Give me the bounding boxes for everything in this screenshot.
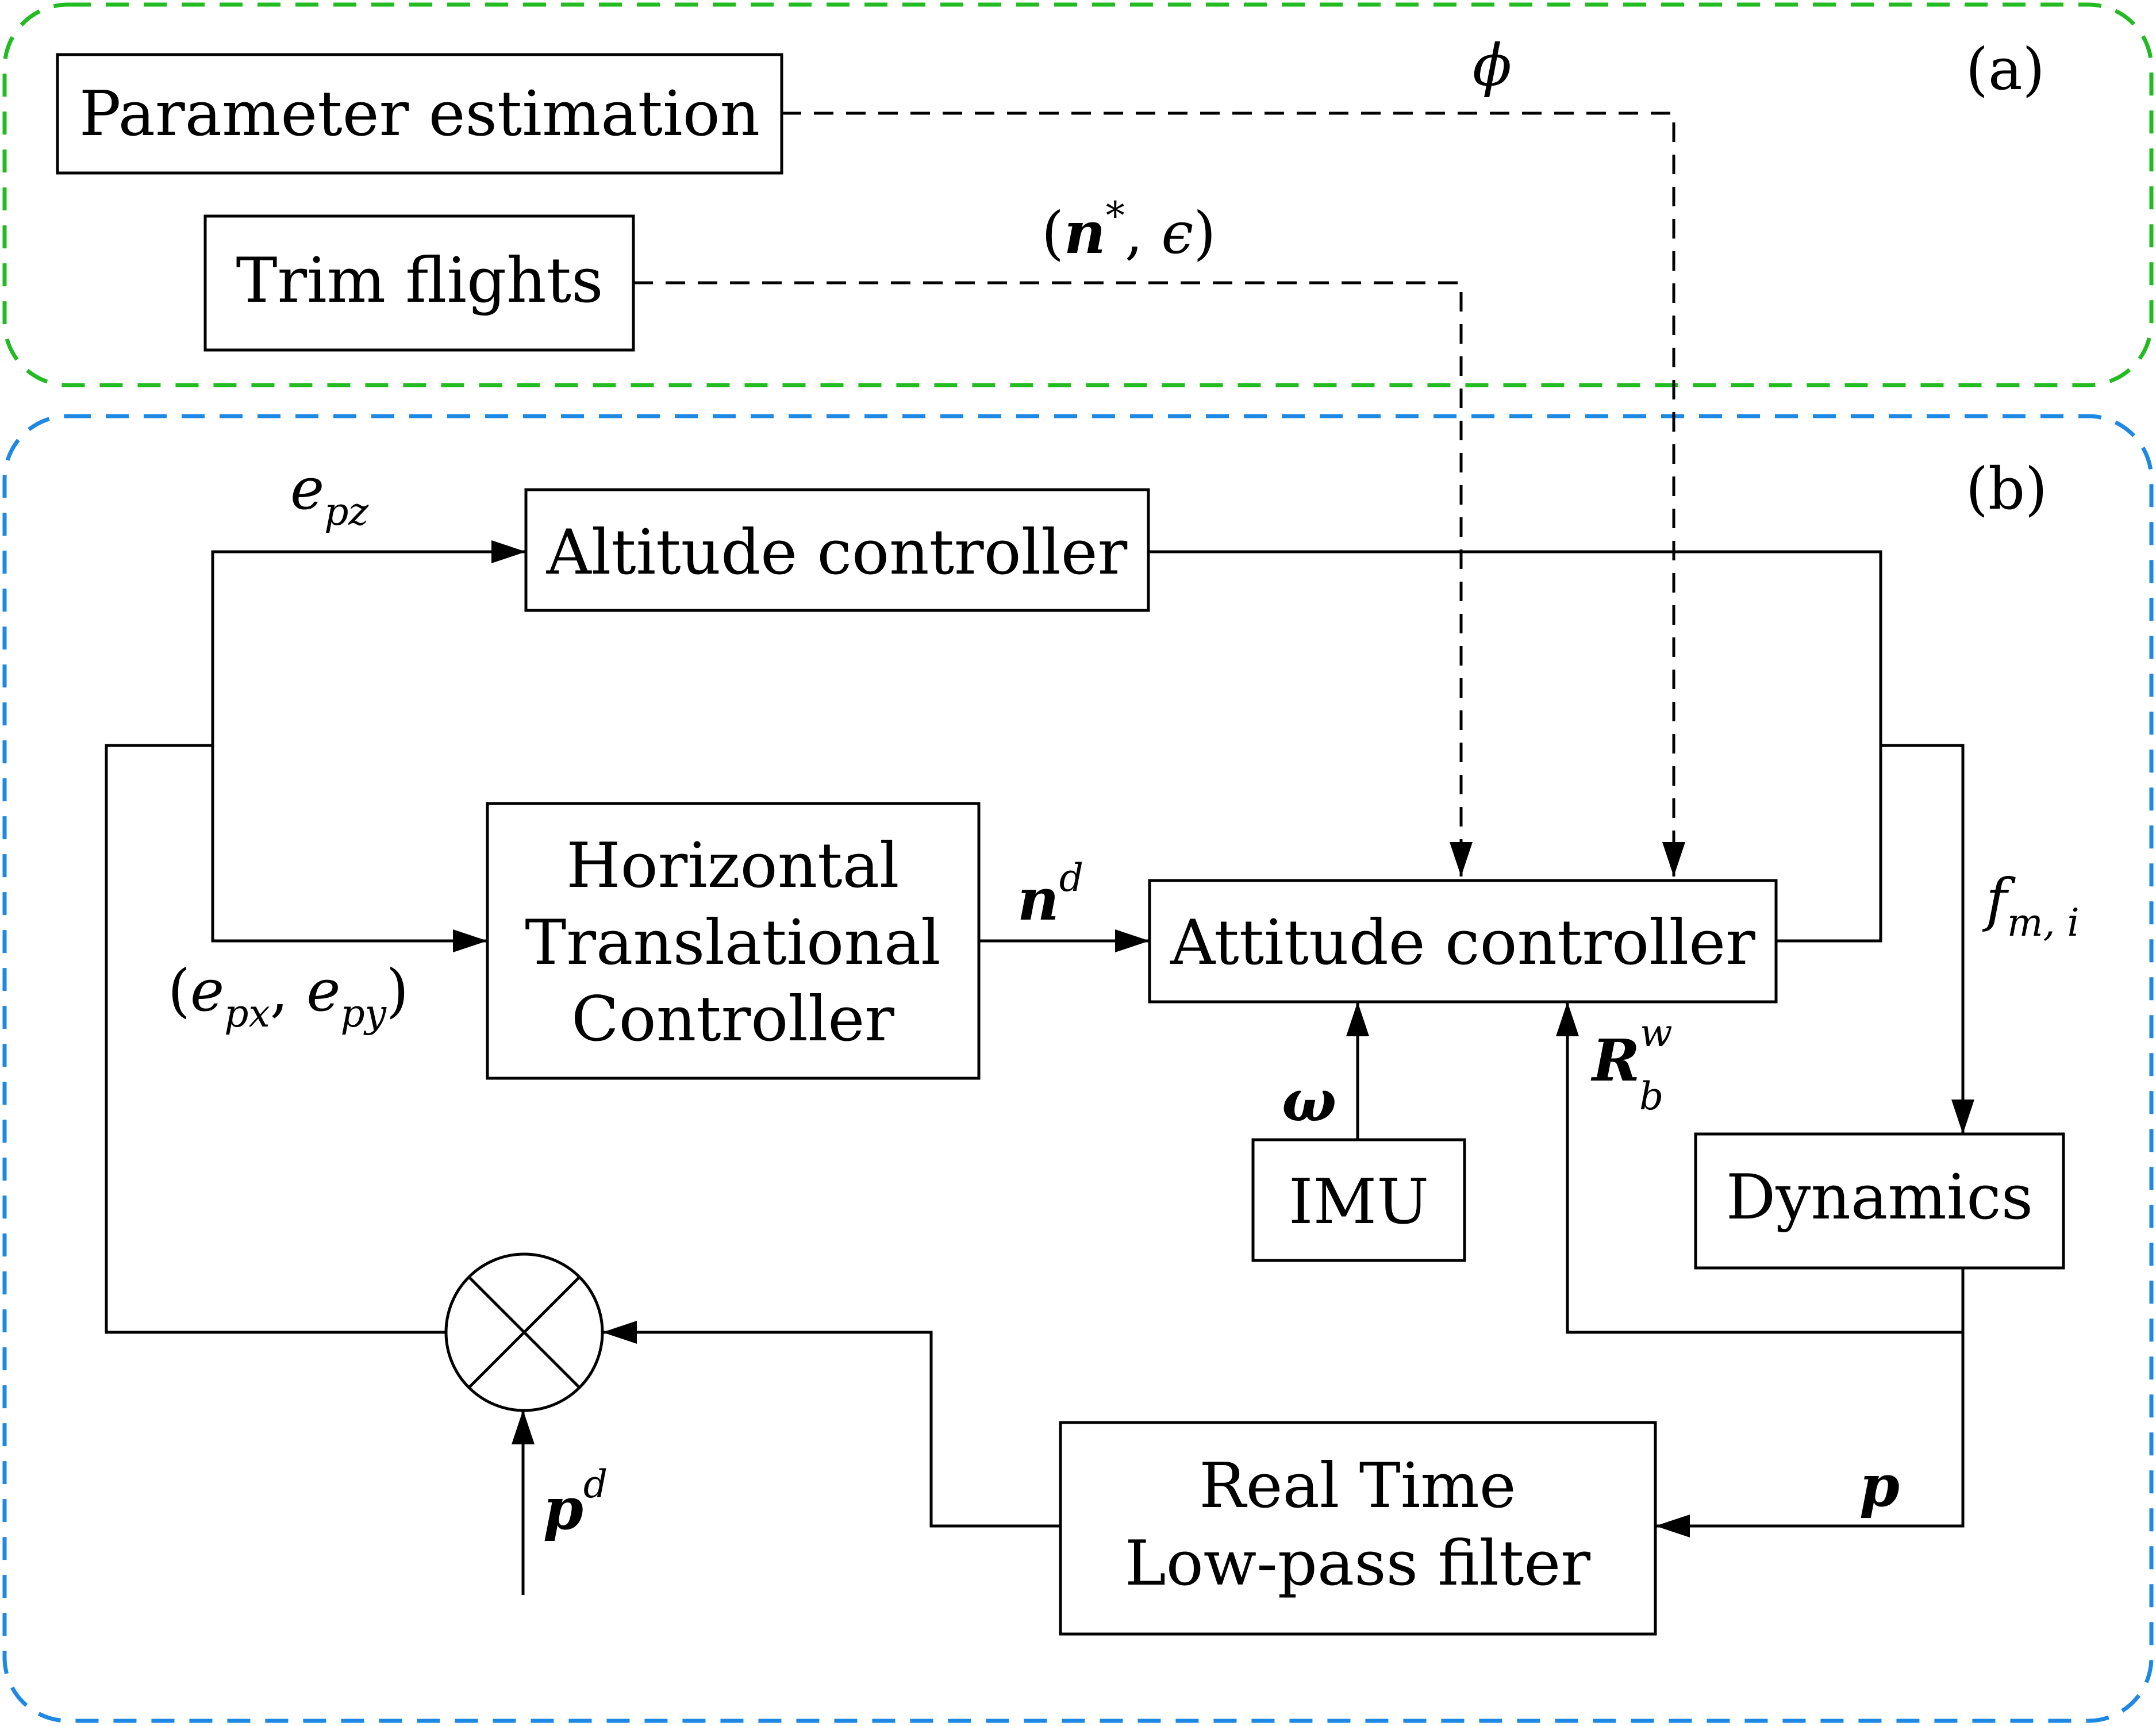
phi-dashed-wire: [782, 112, 1685, 877]
feedback-wire-left: [105, 744, 447, 1334]
phi-label: ϕ: [1473, 32, 1512, 99]
p-wire: [1655, 1332, 1965, 1537]
rbw-wire: [1556, 1002, 1965, 1334]
horizontal-controller-block: Horizontal Translational Controller: [486, 802, 981, 1080]
pd-label: pd: [543, 1462, 608, 1543]
dynamics-block: Dynamics: [1694, 1132, 2065, 1270]
fmi-wire: [1881, 744, 1974, 1134]
region-b-frame: [2, 414, 2154, 1723]
low-pass-filter-line-2: Low-pass filter: [1125, 1528, 1590, 1600]
epxy-wire: [211, 745, 487, 952]
epz-wire: [211, 540, 526, 745]
attitude-controller-label: Attitude controller: [1170, 907, 1755, 979]
parameter-estimation-label: Parameter estimation: [79, 78, 760, 150]
horizontal-controller-line-2: Translational: [525, 907, 940, 979]
altitude-controller-block: Altitude controller: [524, 488, 1150, 612]
attitude-out-wire: [1776, 745, 1882, 943]
summing-junction: [444, 1252, 604, 1412]
parameter-estimation-block: Parameter estimation: [56, 53, 783, 175]
low-pass-filter-block: Real Time Low-pass filter: [1059, 1421, 1657, 1636]
epxy-label: (epx, epy): [168, 957, 409, 1036]
trim-flights-block: Trim flights: [203, 214, 635, 352]
horizontal-controller-line-3: Controller: [571, 983, 894, 1055]
horizontal-controller-line-1: Horizontal: [566, 830, 899, 902]
trim-flights-label: Trim flights: [236, 245, 603, 317]
imu-label: IMU: [1289, 1166, 1429, 1238]
omega-label: ω: [1282, 1067, 1336, 1135]
attitude-controller-block: Attitude controller: [1148, 879, 1778, 1004]
rbw-label: Rw b: [1590, 1011, 1673, 1118]
nd-label: nd: [1017, 856, 1083, 933]
low-pass-filter-line-1: Real Time: [1199, 1450, 1516, 1522]
region-a-label: (a): [1966, 36, 2045, 103]
epz-label: epz: [290, 455, 369, 534]
imu-block: IMU: [1251, 1138, 1466, 1262]
filtered-p-wire: [602, 1321, 1060, 1528]
region-a-frame: [2, 2, 2154, 387]
dynamics-label: Dynamics: [1726, 1162, 2033, 1233]
trim-signal-label: (n*, ϵ): [1042, 194, 1216, 267]
altitude-out-wire: [1148, 550, 1882, 745]
trim-dashed-wire: [633, 281, 1473, 877]
region-b-label: (b): [1966, 455, 2047, 522]
fmi-label: fm, i: [1982, 866, 2080, 945]
altitude-controller-label: Altitude controller: [546, 517, 1128, 589]
p-label: p: [1859, 1452, 1900, 1520]
